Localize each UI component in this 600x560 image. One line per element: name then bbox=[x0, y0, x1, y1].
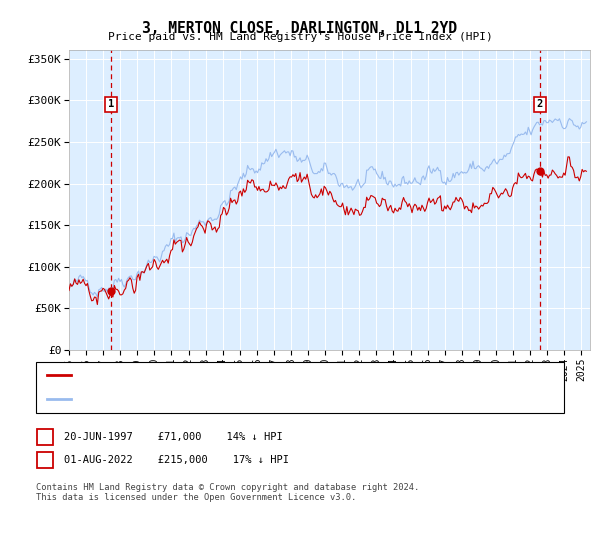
Text: HPI: Average price, detached house, Darlington: HPI: Average price, detached house, Darl… bbox=[75, 394, 351, 404]
Text: 3, MERTON CLOSE, DARLINGTON, DL1 2YD: 3, MERTON CLOSE, DARLINGTON, DL1 2YD bbox=[143, 21, 458, 36]
Text: 1: 1 bbox=[108, 100, 115, 110]
Text: Price paid vs. HM Land Registry's House Price Index (HPI): Price paid vs. HM Land Registry's House … bbox=[107, 32, 493, 43]
Text: 3, MERTON CLOSE, DARLINGTON, DL1 2YD (detached house): 3, MERTON CLOSE, DARLINGTON, DL1 2YD (de… bbox=[75, 370, 393, 380]
Text: 01-AUG-2022    £215,000    17% ↓ HPI: 01-AUG-2022 £215,000 17% ↓ HPI bbox=[64, 455, 289, 465]
Text: 2: 2 bbox=[537, 100, 543, 110]
Text: Contains HM Land Registry data © Crown copyright and database right 2024.
This d: Contains HM Land Registry data © Crown c… bbox=[36, 483, 419, 502]
Text: 1: 1 bbox=[42, 432, 48, 442]
Text: 2: 2 bbox=[42, 455, 48, 465]
Text: 20-JUN-1997    £71,000    14% ↓ HPI: 20-JUN-1997 £71,000 14% ↓ HPI bbox=[64, 432, 283, 442]
